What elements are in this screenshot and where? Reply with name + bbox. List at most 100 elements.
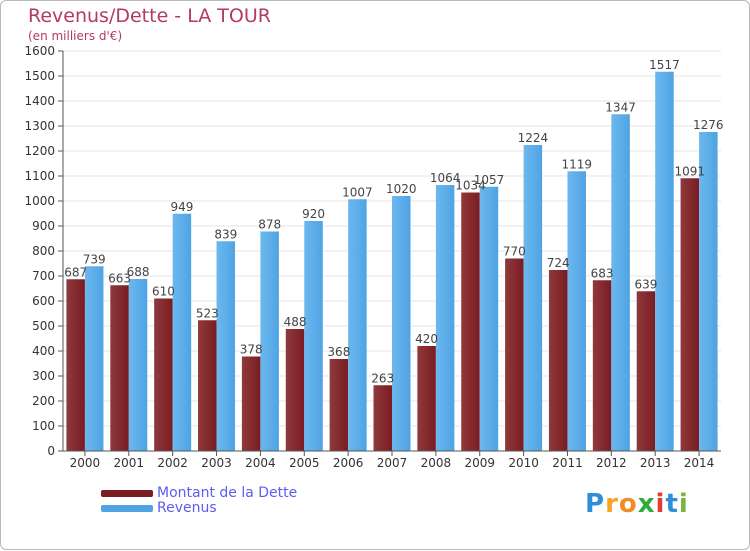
y-tick-label: 600 <box>32 294 55 308</box>
chart-subtitle: (en milliers d'€) <box>28 29 123 43</box>
data-label-revenue: 839 <box>214 227 237 241</box>
y-tick-label: 1600 <box>24 44 55 58</box>
y-tick-label: 300 <box>32 369 55 383</box>
y-tick-label: 100 <box>32 419 55 433</box>
bar-revenue <box>172 213 192 451</box>
proxiti-logo: Proxiti <box>585 489 689 519</box>
logo-letter: r <box>605 489 619 519</box>
x-tick-label: 2001 <box>114 456 145 470</box>
y-tick-label: 700 <box>32 269 55 283</box>
x-tick-label: 2008 <box>421 456 452 470</box>
x-tick-label: 2007 <box>377 456 408 470</box>
data-label-debt: 724 <box>547 256 570 270</box>
x-tick-label: 2010 <box>508 456 539 470</box>
x-tick-label: 2013 <box>640 456 671 470</box>
bar-debt <box>329 359 349 451</box>
data-label-debt: 420 <box>415 332 438 346</box>
legend-label-revenue: Revenus <box>157 500 217 516</box>
bar-debt <box>66 279 85 451</box>
data-label-revenue: 1347 <box>605 100 636 114</box>
x-tick-label: 2006 <box>333 456 364 470</box>
data-label-revenue: 1517 <box>649 58 680 72</box>
data-label-debt: 488 <box>284 315 307 329</box>
x-tick-label: 2009 <box>464 456 495 470</box>
bar-revenue <box>392 196 411 451</box>
data-label-revenue: 1064 <box>430 171 461 185</box>
y-tick-label: 400 <box>32 344 55 358</box>
bar-revenue <box>611 114 630 451</box>
data-label-debt: 523 <box>196 306 219 320</box>
bar-revenue <box>304 221 323 451</box>
legend-swatch-revenue <box>101 505 153 512</box>
y-tick-label: 200 <box>32 394 55 408</box>
bar-debt <box>592 280 612 451</box>
bar-debt <box>241 356 261 451</box>
data-label-debt: 663 <box>108 271 131 285</box>
bar-revenue <box>260 231 279 451</box>
x-tick-label: 2000 <box>70 456 101 470</box>
chart-title: Revenus/Dette - LA TOUR <box>28 5 271 27</box>
x-tick-label: 2002 <box>157 456 188 470</box>
data-label-debt: 610 <box>152 285 175 299</box>
bar-debt <box>417 346 436 451</box>
data-label-debt: 263 <box>371 371 394 385</box>
data-label-revenue: 1007 <box>342 185 373 199</box>
data-label-revenue: 1057 <box>474 173 505 187</box>
y-tick-label: 1000 <box>24 194 55 208</box>
data-label-revenue: 1119 <box>561 157 592 171</box>
bar-revenue <box>128 279 148 451</box>
y-tick-label: 800 <box>32 244 55 258</box>
x-tick-label: 2011 <box>552 456 583 470</box>
data-label-debt: 639 <box>634 277 657 291</box>
legend-swatch-debt <box>101 490 153 497</box>
data-label-revenue: 949 <box>170 200 193 214</box>
data-label-debt: 1091 <box>675 164 706 178</box>
data-label-debt: 1034 <box>455 179 486 193</box>
y-tick-label: 900 <box>32 219 55 233</box>
x-tick-label: 2005 <box>289 456 320 470</box>
data-label-revenue: 688 <box>127 265 150 279</box>
bar-revenue <box>479 186 499 451</box>
bar-debt <box>110 285 129 451</box>
data-label-revenue: 1224 <box>518 131 549 145</box>
y-tick-label: 1400 <box>24 94 55 108</box>
y-tick-label: 0 <box>47 444 55 458</box>
data-label-debt: 683 <box>591 266 614 280</box>
bar-revenue <box>84 266 104 451</box>
x-tick-label: 2003 <box>201 456 232 470</box>
logo-letter: x <box>637 489 656 519</box>
bar-revenue <box>699 132 718 451</box>
logo-letter: i <box>678 489 689 519</box>
logo-letter: i <box>655 489 666 519</box>
data-label-revenue: 920 <box>302 207 325 221</box>
bar-revenue <box>216 241 236 451</box>
bar-revenue <box>348 199 367 451</box>
legend-label-debt: Montant de la Dette <box>157 485 298 501</box>
x-tick-label: 2014 <box>684 456 715 470</box>
data-label-revenue: 1020 <box>386 182 417 196</box>
logo-letter: P <box>585 489 606 519</box>
bar-debt <box>154 298 173 451</box>
bar-debt <box>636 291 656 451</box>
data-label-revenue: 739 <box>83 252 106 266</box>
bar-debt <box>285 329 305 451</box>
logo-letter: o <box>618 489 638 519</box>
bar-debt <box>461 192 480 451</box>
x-tick-label: 2004 <box>245 456 276 470</box>
data-label-debt: 368 <box>327 345 350 359</box>
y-tick-label: 1200 <box>24 144 55 158</box>
data-label-revenue: 1276 <box>693 118 724 132</box>
bar-debt <box>505 258 524 451</box>
y-tick-label: 1100 <box>24 169 55 183</box>
bar-debt <box>680 178 700 451</box>
y-tick-label: 1300 <box>24 119 55 133</box>
bar-debt <box>373 385 392 451</box>
logo-letter: t <box>665 489 679 519</box>
data-label-revenue: 878 <box>258 218 281 232</box>
bar-debt <box>548 270 568 451</box>
y-tick-label: 500 <box>32 319 55 333</box>
bar-revenue <box>655 71 674 451</box>
data-label-debt: 770 <box>503 245 526 259</box>
